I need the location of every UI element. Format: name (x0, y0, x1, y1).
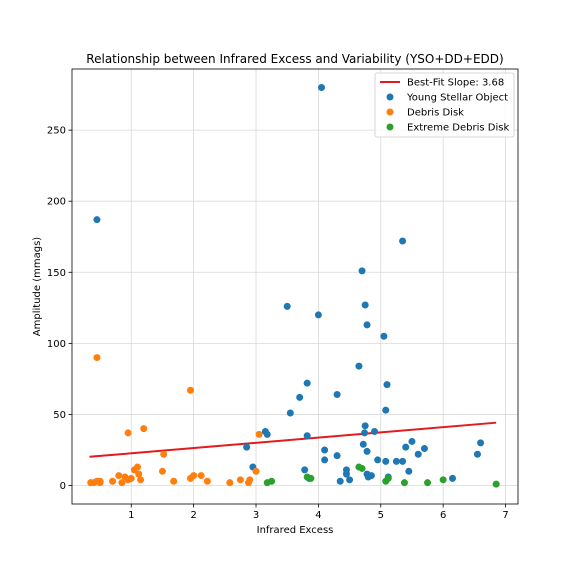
young-stellar-object-point (362, 301, 369, 308)
young-stellar-object-point (371, 428, 378, 435)
debris-disk-point (97, 479, 104, 486)
legend-swatch-debris-disk (387, 109, 394, 116)
debris-disk-point (160, 451, 167, 458)
young-stellar-object-point (359, 267, 366, 274)
extreme-debris-disk-point (440, 476, 447, 483)
debris-disk-point (159, 468, 166, 475)
extreme-debris-disk-point (307, 475, 314, 482)
x-tick-label: 2 (190, 510, 196, 521)
young-stellar-object-point (474, 451, 481, 458)
x-tick-label: 6 (440, 510, 446, 521)
debris-disk-point (128, 475, 135, 482)
young-stellar-object-point (449, 475, 456, 482)
young-stellar-object-point (243, 444, 250, 451)
young-stellar-object-point (304, 432, 311, 439)
y-tick-label: 0 (60, 481, 66, 492)
young-stellar-object-point (382, 458, 389, 465)
legend: Best-Fit Slope: 3.68 Young Stellar Object… (375, 73, 514, 137)
y-axis-label: Amplitude (mmags) (32, 237, 43, 336)
young-stellar-object-point (296, 394, 303, 401)
young-stellar-object-point (301, 466, 308, 473)
young-stellar-object-point (374, 456, 381, 463)
debris-disk-point (115, 472, 122, 479)
extreme-debris-disk-point (424, 479, 431, 486)
debris-disk-point (140, 425, 147, 432)
extreme-debris-disk-point (401, 479, 408, 486)
young-stellar-object-point (399, 458, 406, 465)
young-stellar-object-point (334, 391, 341, 398)
x-tick-label: 3 (253, 510, 259, 521)
y-tick-label: 50 (53, 410, 66, 421)
extreme-debris-disk-point (268, 478, 275, 485)
young-stellar-object-point (264, 431, 271, 438)
young-stellar-object-point (364, 321, 371, 328)
debris-disk-point (93, 354, 100, 361)
y-tick-label: 250 (47, 126, 66, 137)
debris-disk-point (256, 431, 263, 438)
chart-title: Relationship between Infrared Excess and… (86, 52, 503, 66)
legend-swatch-extreme-debris-disk (387, 124, 394, 131)
x-tick-label: 5 (378, 510, 384, 521)
extreme-debris-disk-point (493, 481, 500, 488)
young-stellar-object-point (399, 238, 406, 245)
young-stellar-object-point (362, 422, 369, 429)
debris-disk-point (246, 476, 253, 483)
debris-disk-point (125, 429, 132, 436)
debris-disk-point (204, 478, 211, 485)
young-stellar-object-point (380, 333, 387, 340)
young-stellar-object-point (93, 216, 100, 223)
young-stellar-object-point (360, 441, 367, 448)
debris-disk-point (253, 468, 260, 475)
extreme-debris-disk-point (385, 475, 392, 482)
x-axis-label: Infrared Excess (257, 525, 334, 536)
debris-disk-point (190, 472, 197, 479)
young-stellar-object-point (321, 446, 328, 453)
y-tick-label: 200 (47, 197, 66, 208)
young-stellar-object-point (284, 303, 291, 310)
young-stellar-object-point (321, 456, 328, 463)
y-tick-label: 150 (47, 268, 66, 279)
legend-label-best-fit: Best-Fit Slope: 3.68 (407, 78, 504, 89)
debris-disk-point (109, 478, 116, 485)
legend-swatch-young-stellar-object (387, 94, 394, 101)
young-stellar-object-point (421, 445, 428, 452)
young-stellar-object-point (408, 438, 415, 445)
young-stellar-object-point (343, 466, 350, 473)
young-stellar-object-point (318, 84, 325, 91)
extreme-debris-disk-point (359, 465, 366, 472)
legend-label-young-stellar-object: Young Stellar Object (406, 93, 508, 104)
young-stellar-object-point (405, 468, 412, 475)
legend-label-extreme-debris-disk: Extreme Debris Disk (407, 123, 509, 134)
y-tick-label: 100 (47, 339, 66, 350)
debris-disk-point (198, 472, 205, 479)
young-stellar-object-point (355, 363, 362, 370)
young-stellar-object-point (334, 452, 341, 459)
young-stellar-object-point (415, 451, 422, 458)
legend-label-debris-disk: Debris Disk (407, 108, 464, 119)
x-tick-label: 1 (128, 510, 134, 521)
young-stellar-object-point (346, 476, 353, 483)
young-stellar-object-point (337, 478, 344, 485)
young-stellar-object-point (364, 448, 371, 455)
debris-disk-point (226, 479, 233, 486)
young-stellar-object-point (477, 439, 484, 446)
debris-disk-point (187, 387, 194, 394)
debris-disk-point (237, 476, 244, 483)
x-tick-label: 4 (315, 510, 321, 521)
young-stellar-object-point (315, 311, 322, 318)
debris-disk-point (170, 478, 177, 485)
young-stellar-object-point (384, 381, 391, 388)
x-tick-label: 7 (502, 510, 508, 521)
young-stellar-object-point (402, 444, 409, 451)
young-stellar-object-point (361, 429, 368, 436)
young-stellar-object-point (304, 380, 311, 387)
young-stellar-object-point (382, 407, 389, 414)
young-stellar-object-point (287, 410, 294, 417)
debris-disk-point (137, 476, 144, 483)
debris-disk-point (134, 464, 141, 471)
young-stellar-object-point (393, 458, 400, 465)
young-stellar-object-point (368, 472, 375, 479)
